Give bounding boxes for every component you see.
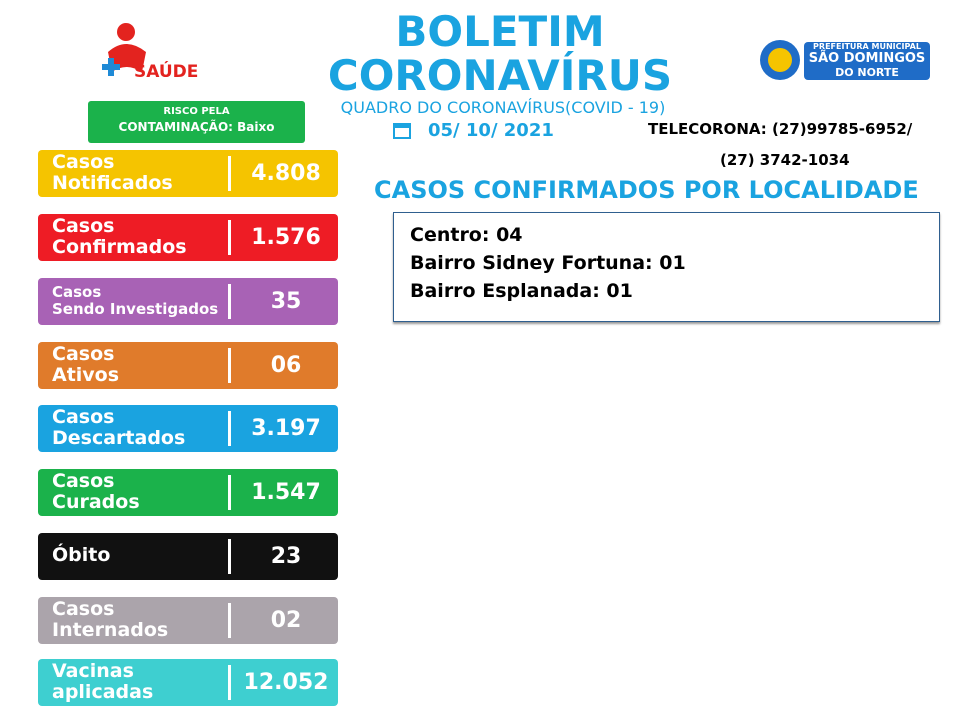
card-label: Casos Internados: [52, 599, 168, 641]
card-label: Casos Descartados: [52, 407, 185, 449]
prefeitura-emblem: [760, 40, 800, 80]
card-divider: [228, 156, 231, 191]
card-label: Casos Sendo Investigados: [52, 284, 218, 318]
stat-card: Óbito 23: [38, 533, 338, 580]
card-label-line: Casos: [52, 151, 115, 173]
title-line1: BOLETIM: [395, 7, 605, 56]
saude-icon: [102, 23, 146, 76]
title-line2: CORONAVÍRUS: [327, 51, 673, 100]
card-divider: [228, 284, 231, 319]
card-value: 1.547: [251, 480, 321, 505]
card-divider: [228, 475, 231, 510]
stat-card: Casos Descartados 3.197: [38, 405, 338, 452]
card-divider: [228, 220, 231, 255]
card-label-line: Casos: [52, 283, 102, 301]
card-value: 06: [270, 353, 302, 378]
stat-card: Casos Ativos 06: [38, 342, 338, 389]
card-value: 3.197: [251, 416, 321, 441]
card-label: Casos Curados: [52, 471, 140, 513]
location-item: Centro: 04: [410, 224, 523, 246]
card-divider: [228, 665, 231, 700]
card-label-line: Vacinas: [52, 660, 134, 682]
card-label-line: Casos: [52, 215, 115, 237]
card-divider: [228, 539, 231, 574]
locations-box: Centro: 04 Bairro Sidney Fortuna: 01 Bairr…: [393, 212, 940, 322]
risk-box: RISCO PELA CONTAMINAÇÃO: Baixo: [88, 101, 305, 143]
prefeitura-line1: PREFEITURA MUNICIPAL: [813, 42, 921, 51]
card-label-line: Notificados: [52, 172, 173, 194]
card-label-line: Internados: [52, 619, 169, 641]
risk-line2: CONTAMINAÇÃO: Baixo: [118, 120, 275, 134]
card-value: 35: [270, 289, 302, 314]
subtitle: QUADRO DO CORONAVÍRUS(COVID - 19): [340, 98, 666, 117]
locations-title: CASOS CONFIRMADOS POR LOCALIDADE: [374, 176, 919, 204]
card-label-line: Sendo Investigados: [52, 300, 219, 318]
card-label-line: Descartados: [52, 427, 186, 449]
card-divider: [228, 603, 231, 638]
location-item: Bairro Esplanada: 01: [410, 280, 633, 302]
title: BOLETIM CORONAVÍRUS: [320, 10, 680, 98]
card-label: Casos Confirmados: [52, 216, 187, 258]
card-label-line: Casos: [52, 406, 115, 428]
card-label-line: aplicadas: [52, 681, 154, 703]
card-label-line: Casos: [52, 598, 115, 620]
location-item: Bairro Sidney Fortuna: 01: [410, 252, 686, 274]
telecorona-2: (27) 3742-1034: [720, 151, 850, 169]
card-value: 1.576: [251, 225, 321, 250]
stat-card: Casos Confirmados 1.576: [38, 214, 338, 261]
card-label-line: Ativos: [52, 364, 120, 386]
stat-card: Vacinas aplicadas 12.052: [38, 659, 338, 706]
prefeitura-logo: PREFEITURA MUNICIPAL SÃO DOMINGOS DO NOR…: [758, 38, 932, 82]
card-value: 4.808: [251, 161, 321, 186]
risk-line1: RISCO PELA: [163, 106, 230, 117]
card-value: 12.052: [243, 670, 329, 695]
stat-card: Casos Sendo Investigados 35: [38, 278, 338, 325]
telecorona-1: TELECORONA: (27)99785-6952/: [648, 120, 913, 138]
card-value: 02: [270, 608, 302, 633]
card-divider: [228, 411, 231, 446]
saude-text: SAÚDE: [134, 62, 199, 82]
card-label: Casos Ativos: [52, 344, 119, 386]
card-label-line: Confirmados: [52, 236, 187, 258]
prefeitura-line3: DO NORTE: [835, 66, 899, 79]
prefeitura-line2: SÃO DOMINGOS: [808, 51, 926, 66]
card-label: Óbito: [52, 545, 110, 566]
card-label: Casos Notificados: [52, 152, 173, 194]
card-label-line: Casos: [52, 470, 115, 492]
card-label-line: Curados: [52, 491, 140, 513]
stat-card: Casos Curados 1.547: [38, 469, 338, 516]
calendar-icon: [393, 123, 411, 139]
card-label: Vacinas aplicadas: [52, 661, 153, 703]
date: 05/ 10/ 2021: [428, 120, 554, 141]
prefeitura-box: PREFEITURA MUNICIPAL SÃO DOMINGOS DO NOR…: [804, 42, 930, 80]
card-divider: [228, 348, 231, 383]
card-value: 23: [270, 544, 302, 569]
card-label-line: Óbito: [52, 544, 111, 566]
stat-card: Casos Internados 02: [38, 597, 338, 644]
card-label-line: Casos: [52, 343, 115, 365]
stat-card: Casos Notificados 4.808: [38, 150, 338, 197]
saude-logo: SAÚDE: [98, 22, 198, 88]
